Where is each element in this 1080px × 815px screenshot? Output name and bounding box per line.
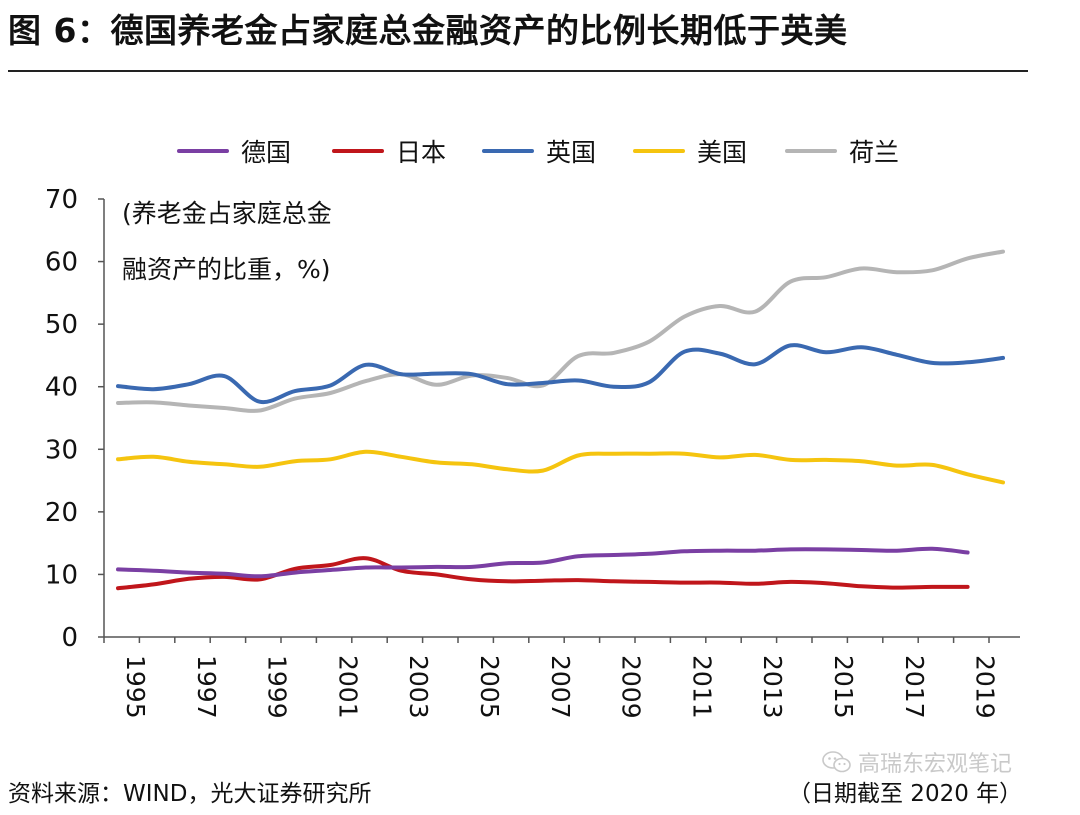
series-line-germany: [116, 546, 970, 579]
x-tick-label: 2011: [687, 655, 716, 719]
legend-item-japan: 日本: [332, 134, 446, 168]
legend-label-germany: 德国: [241, 138, 292, 167]
legend-label-japan: 日本: [396, 138, 447, 167]
series-line-japan: [116, 556, 970, 591]
x-tick-label: 2017: [900, 655, 929, 719]
x-tick-label: 1999: [263, 655, 292, 719]
y-axis-label-line-2: 融资产的比重，%): [122, 255, 331, 284]
y-tick-label: 0: [61, 623, 78, 653]
page-title: 图 6：德国养老金占家庭总金融资产的比例长期低于英美: [8, 11, 848, 50]
y-tick-label: 10: [45, 560, 78, 590]
y-tick-label: 40: [45, 373, 78, 403]
x-tick-label: 1995: [121, 655, 150, 719]
x-tick-label: 2003: [404, 655, 433, 719]
legend-item-uk: 英国: [482, 134, 596, 168]
legend-item-netherlands: 荷兰: [785, 134, 899, 168]
y-axis-label-line-1: (养老金占家庭总金: [122, 199, 332, 228]
legend-swatch-us: [633, 149, 685, 153]
watermark: 高瑞东宏观笔记: [822, 746, 1012, 778]
x-tick-label: 2009: [617, 655, 646, 719]
chart-legend: 德国 日本 英国 美国 荷兰: [0, 134, 1080, 168]
series-lines: [116, 249, 1005, 591]
y-tick-label: 70: [45, 185, 78, 215]
legend-swatch-netherlands: [785, 149, 837, 153]
y-tick-label: 30: [45, 435, 78, 465]
legend-label-uk: 英国: [546, 138, 597, 167]
x-tick-label: 2015: [829, 655, 858, 719]
x-tick-label: 2005: [475, 655, 504, 719]
series-line-netherlands: [116, 249, 1005, 413]
y-tick-label: 50: [45, 310, 78, 340]
legend-label-netherlands: 荷兰: [849, 138, 900, 167]
x-tick-label: 2013: [758, 655, 787, 719]
legend-swatch-japan: [332, 149, 384, 153]
x-tick-label: 2019: [971, 655, 1000, 719]
legend-label-us: 美国: [697, 138, 748, 167]
y-tick-label: 60: [45, 248, 78, 278]
legend-item-germany: 德国: [177, 134, 291, 168]
title-divider: [8, 70, 1028, 72]
legend-item-us: 美国: [633, 134, 747, 168]
wechat-icon: [822, 751, 851, 773]
y-tick-label: 20: [45, 498, 78, 528]
x-tick-label: 2007: [546, 655, 575, 719]
x-tick-label: 2001: [333, 655, 362, 719]
series-line-us: [116, 449, 1005, 485]
date-note: （日期截至 2020 年）: [788, 781, 1023, 807]
legend-swatch-uk: [482, 149, 534, 153]
watermark-text: 高瑞东宏观笔记: [858, 752, 1013, 777]
x-tick-label: 1997: [192, 655, 221, 719]
series-line-uk: [116, 343, 1005, 405]
x-axis-ticks: 1995 1997 1999 2001 2003 2005 2007 2009 2011 2013…: [103, 637, 1000, 719]
legend-swatch-germany: [177, 149, 229, 153]
y-axis-ticks: 0 10 20 30 40 50 60 70: [45, 185, 104, 653]
source-note: 资料来源：WIND，光大证券研究所: [8, 781, 372, 807]
